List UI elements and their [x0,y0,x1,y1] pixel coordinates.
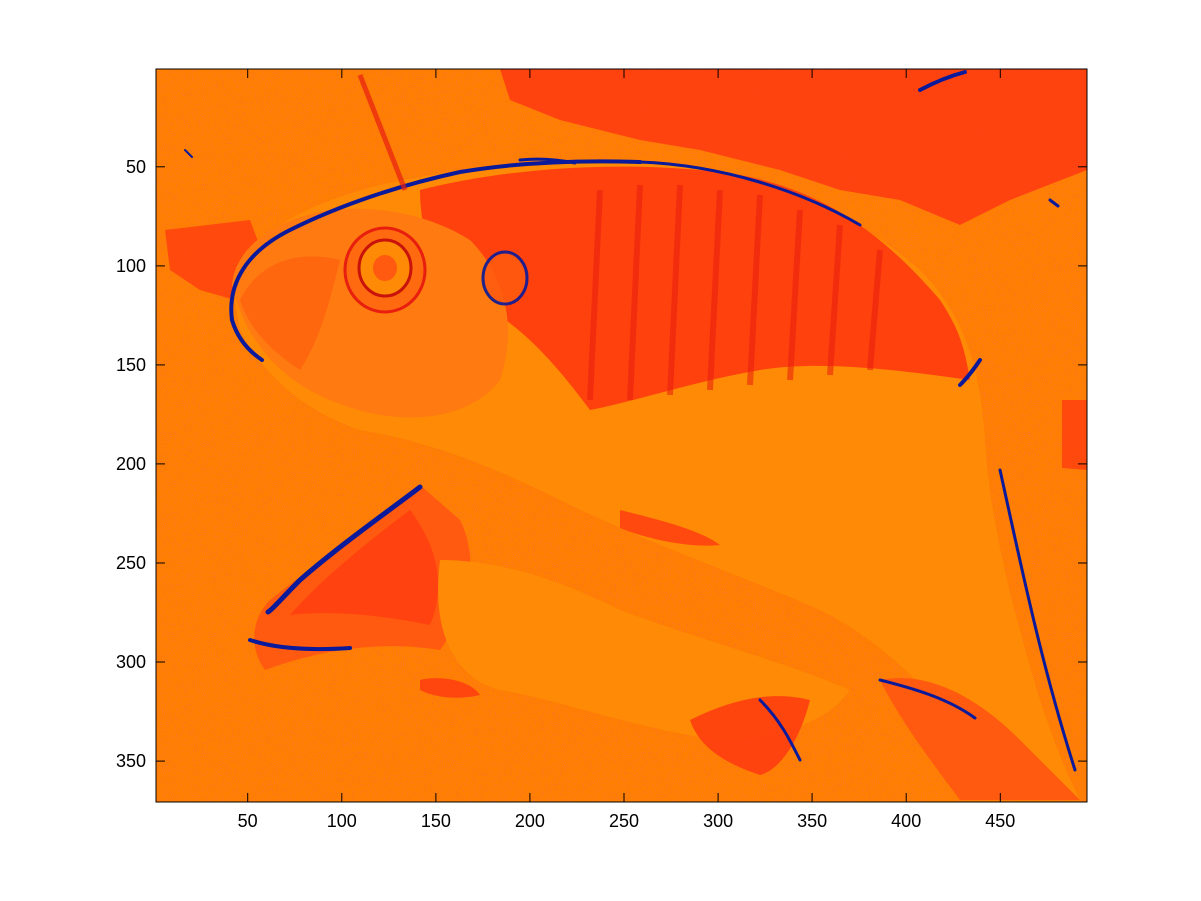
x-tick-label: 200 [515,811,545,831]
y-tick-labels: 50 100 150 200 250 300 350 [116,157,146,771]
x-tick-label: 450 [985,811,1015,831]
y-tick-label: 300 [116,652,146,672]
image-area [156,69,1087,802]
plot-frame [155,68,1088,803]
lower-body [438,560,850,740]
x-tick-label: 350 [797,811,827,831]
pectoral-fin-inner [290,510,439,625]
gill-spot [481,250,529,306]
background-streak [357,74,408,191]
y-tick-label: 50 [126,157,146,177]
head-highlight [240,256,340,370]
top-red-region [500,69,1087,225]
right-red-patch [1062,400,1087,470]
belly-streak [620,510,720,546]
y-tick-label: 200 [116,454,146,474]
y-tick-label: 100 [116,256,146,276]
x-tick-label: 400 [891,811,921,831]
x-axis [247,69,1001,802]
x-tick-labels: 50 100 150 200 250 300 350 400 450 [238,811,1016,831]
anal-fin [690,696,810,775]
y-tick-label: 350 [116,751,146,771]
fish-eye [343,226,427,314]
y-tick-label: 250 [116,553,146,573]
x-tick-label: 50 [238,811,258,831]
lower-red-streak [420,678,480,698]
edge-outlines [184,70,1077,772]
y-tick-label: 150 [116,355,146,375]
scale-stripes [587,184,883,401]
y-axis [156,166,1087,762]
x-tick-label: 100 [327,811,357,831]
x-tick-label: 150 [421,811,451,831]
x-tick-label: 300 [703,811,733,831]
x-tick-label: 250 [609,811,639,831]
tail-fin [880,678,1080,800]
